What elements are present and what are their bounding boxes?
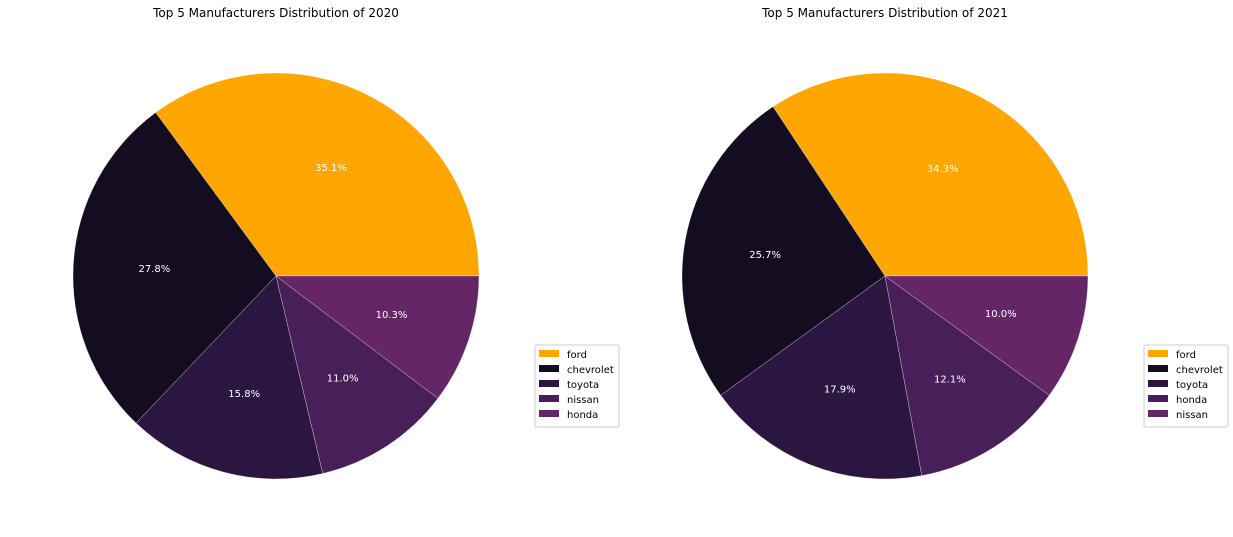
legend-label-ford-2021: ford bbox=[1176, 350, 1196, 361]
pie-percent-label-chevrolet-2020: 27.8% bbox=[139, 264, 171, 275]
pie-percent-label-toyota-2021: 17.9% bbox=[824, 385, 856, 396]
legend-swatch-honda-2021 bbox=[1148, 395, 1168, 402]
pie-slice-toyota-2021 bbox=[720, 275, 922, 480]
legend-label-toyota-2021: toyota bbox=[1176, 380, 1208, 391]
pie-percent-label-ford-2020: 35.1% bbox=[315, 163, 347, 174]
pie-percent-label-honda-2020: 10.3% bbox=[376, 310, 408, 321]
legend-swatch-ford-2020 bbox=[539, 350, 559, 357]
pie-slice-nissan-2020 bbox=[275, 275, 439, 474]
pie-chart-2021: Top 5 Manufacturers Distribution of 2021… bbox=[681, 6, 1229, 480]
legend-label-chevrolet-2021: chevrolet bbox=[1176, 365, 1223, 376]
legend-swatch-nissan-2021 bbox=[1148, 410, 1168, 417]
legend-swatch-nissan-2020 bbox=[539, 395, 559, 402]
legend-label-chevrolet-2020: chevrolet bbox=[567, 365, 614, 376]
legend-label-honda-2021: honda bbox=[1176, 395, 1207, 406]
chart-title-2021: Top 5 Manufacturers Distribution of 2021 bbox=[761, 6, 1008, 20]
chart-title-2020: Top 5 Manufacturers Distribution of 2020 bbox=[152, 6, 399, 20]
pie-percent-label-nissan-2021: 10.0% bbox=[985, 309, 1017, 320]
pie-slice-honda-2021 bbox=[884, 275, 1050, 476]
legend-label-honda-2020: honda bbox=[567, 410, 598, 421]
pie-slice-toyota-2020 bbox=[135, 275, 323, 480]
pie-slice-ford-2021 bbox=[772, 72, 1089, 277]
pie-chart-2020: Top 5 Manufacturers Distribution of 2020… bbox=[72, 6, 620, 480]
legend-label-nissan-2020: nissan bbox=[567, 395, 599, 406]
pie-percent-labels-2020: 35.1% 27.8% 15.8% 11.0% 10.3% bbox=[139, 163, 408, 400]
legend-swatch-honda-2020 bbox=[539, 410, 559, 417]
pie-slice-chevrolet-2021 bbox=[681, 106, 886, 396]
pie-percent-label-nissan-2020: 11.0% bbox=[327, 374, 359, 385]
legend-swatch-chevrolet-2021 bbox=[1148, 365, 1168, 372]
legend-swatch-toyota-2021 bbox=[1148, 380, 1168, 387]
legend-label-nissan-2021: nissan bbox=[1176, 410, 1208, 421]
legend-swatch-chevrolet-2020 bbox=[539, 365, 559, 372]
pie-percent-label-chevrolet-2021: 25.7% bbox=[749, 250, 781, 261]
pie-slice-honda-2020 bbox=[275, 275, 480, 399]
legend-swatch-toyota-2020 bbox=[539, 380, 559, 387]
legend-2021: ford chevrolet toyota honda nissan bbox=[1143, 344, 1229, 428]
pie-slice-nissan-2021 bbox=[884, 275, 1089, 396]
legend-swatch-ford-2021 bbox=[1148, 350, 1168, 357]
pie-slices-2021 bbox=[681, 72, 1089, 480]
pie-slices-2020 bbox=[72, 72, 480, 480]
legend-label-ford-2020: ford bbox=[567, 350, 587, 361]
pie-percent-label-honda-2021: 12.1% bbox=[934, 375, 966, 386]
pie-percent-label-ford-2021: 34.3% bbox=[927, 164, 959, 175]
legend-2020: ford chevrolet toyota nissan honda bbox=[534, 344, 620, 428]
pie-slice-chevrolet-2020 bbox=[72, 112, 277, 424]
pie-slice-ford-2020 bbox=[155, 72, 480, 277]
pie-percent-label-toyota-2020: 15.8% bbox=[228, 389, 260, 400]
pie-percent-labels-2021: 34.3% 25.7% 17.9% 12.1% 10.0% bbox=[749, 164, 1016, 395]
legend-label-toyota-2020: toyota bbox=[567, 380, 599, 391]
